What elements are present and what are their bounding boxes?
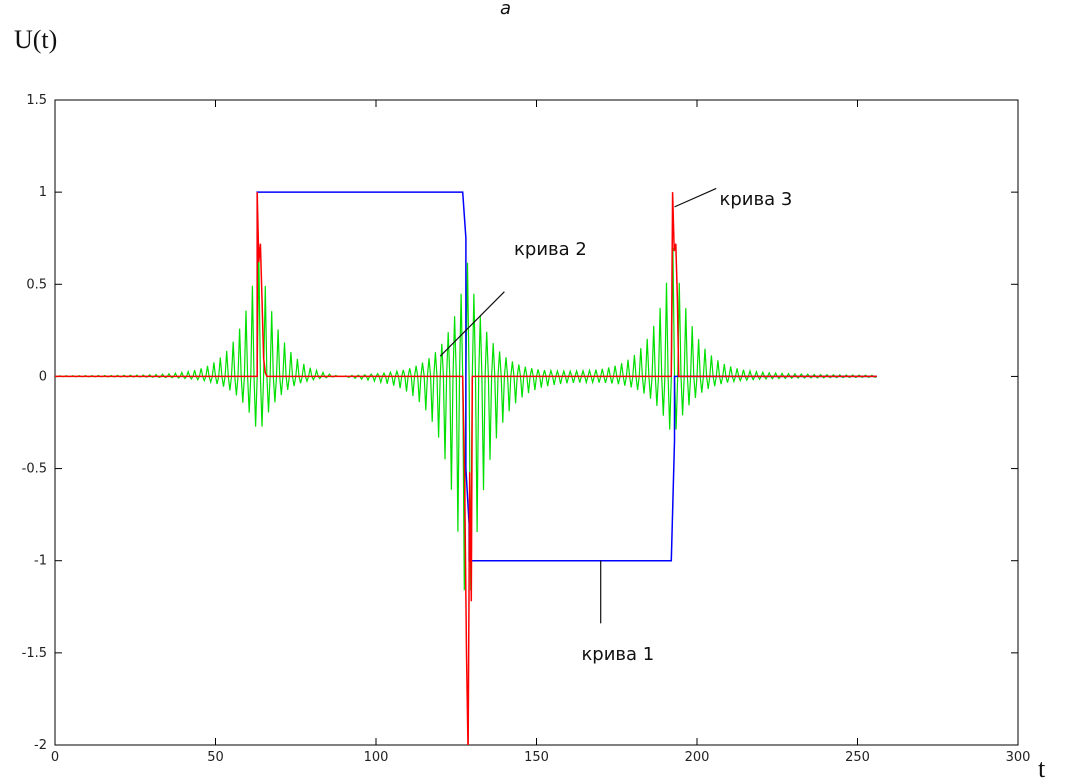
x-tick-label: 250 — [845, 750, 870, 765]
x-axis-ticks: 0 50 100 150 200 250 300 — [51, 100, 1031, 765]
y-tick-label: -0.5 — [22, 462, 47, 477]
y-tick-label: -1.5 — [22, 646, 47, 661]
annotation-pointer — [674, 187, 717, 208]
x-tick-label: 300 — [1006, 750, 1031, 765]
plot-frame — [54, 99, 1019, 746]
y-tick-label: -1 — [34, 554, 47, 569]
y-tick-label: -2 — [34, 738, 47, 753]
x-tick-label: 0 — [51, 750, 59, 765]
annotations-layer: крива 1 крива 2 крива 3 — [439, 187, 792, 665]
x-tick-label: 200 — [685, 750, 710, 765]
annotation-label: крива 2 — [514, 239, 587, 260]
y-axis-title: U(t) — [14, 25, 57, 54]
x-tick-label: 50 — [207, 750, 224, 765]
y-tick-label: 0 — [39, 369, 47, 384]
x-tick-label: 100 — [364, 750, 389, 765]
y-tick-label: 1.5 — [26, 93, 47, 108]
y-tick-label: 1 — [39, 185, 47, 200]
y-axis-ticks: 1.5 1 0.5 0 -0.5 -1 -1.5 -2 — [22, 93, 1018, 753]
x-tick-label: 150 — [524, 750, 549, 765]
series-line-curve-3 — [55, 192, 877, 745]
annotation-pointer — [439, 291, 505, 357]
y-tick-label: 0.5 — [26, 277, 47, 292]
figure-top-mark: а — [500, 0, 511, 19]
annotation-label: крива 1 — [581, 644, 654, 665]
x-axis-title: t — [1038, 754, 1046, 781]
annotation-label: крива 3 — [719, 189, 792, 210]
series-layer — [55, 191, 878, 745]
